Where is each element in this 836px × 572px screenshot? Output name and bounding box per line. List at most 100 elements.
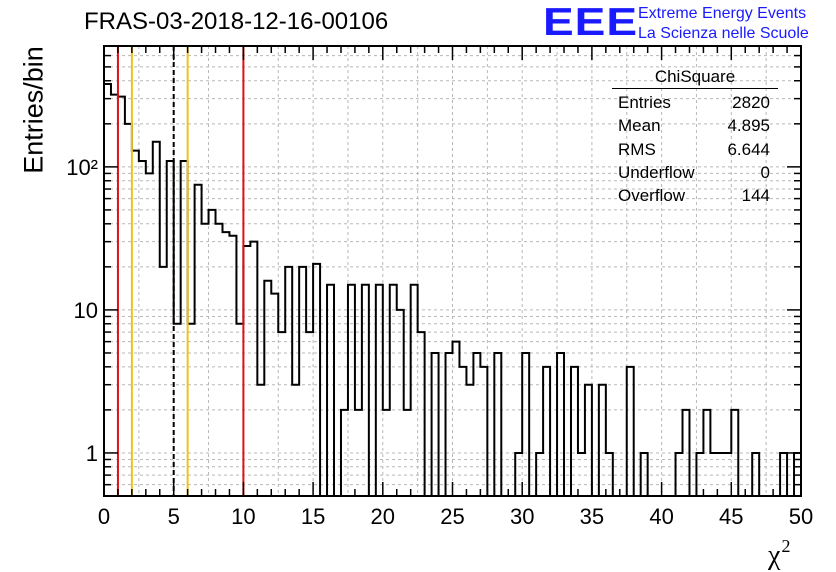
- histogram-bin: [167, 161, 174, 496]
- histogram-bin: [125, 124, 132, 496]
- histogram-bin: [229, 236, 236, 496]
- y-tick-label: 1: [86, 441, 98, 466]
- histogram-bin: [390, 285, 397, 496]
- histogram-bin: [627, 367, 634, 496]
- histogram-bin: [202, 224, 209, 496]
- stats-value: 6.644: [727, 139, 770, 159]
- histogram-bin: [522, 353, 529, 496]
- logo-line-2: La Scienza nelle Scuole: [638, 25, 809, 42]
- histogram-bin: [327, 285, 334, 496]
- histogram-bin: [118, 97, 125, 496]
- histogram-bin: [146, 173, 153, 496]
- histogram-bin: [466, 385, 473, 496]
- x-tick-label: 30: [510, 504, 534, 529]
- histogram-bin: [250, 242, 257, 496]
- histogram-bin: [216, 224, 223, 496]
- stats-label: Mean: [618, 116, 661, 136]
- stats-label: RMS: [618, 139, 656, 159]
- histogram-bin: [299, 267, 306, 496]
- x-tick-label: 0: [98, 504, 110, 529]
- y-axis-label: Entries/bin: [18, 46, 49, 174]
- histogram-bin: [418, 332, 425, 496]
- histogram-bin: [543, 367, 550, 496]
- histogram-bin: [515, 453, 522, 496]
- histogram-bin: [752, 453, 759, 496]
- histogram-bin: [683, 410, 690, 496]
- stats-label: Underflow: [618, 162, 695, 182]
- histogram-bin: [222, 232, 229, 496]
- x-tick-label: 40: [649, 504, 673, 529]
- histogram-bin: [578, 453, 585, 496]
- histogram-bin: [446, 353, 453, 496]
- histogram-bin: [480, 367, 487, 496]
- x-tick-label: 45: [719, 504, 743, 529]
- histogram-bin: [473, 353, 480, 496]
- histogram-bin: [411, 285, 418, 496]
- histogram-bin: [181, 161, 188, 496]
- histogram-bin: [111, 95, 118, 496]
- histogram-bin: [432, 353, 439, 496]
- stats-label: Overflow: [618, 186, 686, 206]
- stats-row-rms: RMS 6.644: [612, 138, 778, 161]
- histogram-bin: [313, 264, 320, 496]
- histogram-bin: [459, 367, 466, 496]
- logo-mark: EEE: [543, 0, 639, 44]
- stats-title: ChiSquare: [612, 66, 778, 89]
- histogram-bin: [703, 410, 710, 496]
- histogram-bin: [453, 342, 460, 496]
- logo-line-1: Extreme Energy Events: [638, 5, 807, 22]
- x-axis-label-superscript: 2: [781, 536, 791, 556]
- y-tick-label: 10: [74, 298, 98, 323]
- histogram-bin: [355, 410, 362, 496]
- histogram-bin: [571, 367, 578, 496]
- x-tick-label: 5: [168, 504, 180, 529]
- histogram-bin: [376, 285, 383, 496]
- histogram-bin: [243, 246, 250, 496]
- histogram-bin: [188, 324, 195, 496]
- histogram-bin: [536, 453, 543, 496]
- axes-frame: [103, 45, 802, 497]
- stats-box: ChiSquare Entries 2820 Mean 4.895 RMS 6.…: [612, 66, 778, 207]
- histogram-bin: [557, 353, 564, 496]
- x-tick-label: 35: [580, 504, 604, 529]
- histogram-bin: [160, 267, 167, 496]
- tick-labels: 0 5 10 15 20 25 30 35 40 45 50 1 10 10²: [66, 155, 813, 529]
- histogram-bin: [780, 453, 787, 496]
- histogram-bin: [195, 185, 202, 496]
- histogram-bin: [209, 210, 216, 496]
- x-tick-label: 20: [371, 504, 395, 529]
- histogram-bin: [606, 453, 613, 496]
- histogram-bin: [257, 385, 264, 496]
- histogram-bin: [341, 410, 348, 496]
- histogram-bin: [676, 453, 683, 496]
- reference-lines: [116, 46, 245, 496]
- histogram-bin: [641, 453, 648, 496]
- histogram-bin: [717, 453, 724, 496]
- histogram-bin: [292, 385, 299, 496]
- histogram-bin: [696, 453, 703, 496]
- stats-row-mean: Mean 4.895: [612, 114, 778, 137]
- histogram-bin: [731, 410, 738, 496]
- histogram-bin: [306, 332, 313, 496]
- histogram-bin: [397, 310, 404, 496]
- stats-row-overflow: Overflow 144: [612, 184, 778, 207]
- y-tick-label: 10²: [66, 155, 98, 180]
- histogram-bin: [104, 84, 111, 496]
- histogram-bin: [174, 324, 181, 496]
- histogram-bin: [362, 285, 369, 496]
- stats-value: 2820: [732, 93, 770, 112]
- x-tick-label: 10: [231, 504, 255, 529]
- histogram-outline: [103, 82, 802, 497]
- histogram-bin: [348, 285, 355, 496]
- histogram-bin: [383, 410, 390, 496]
- stats-row-underflow: Underflow 0: [612, 161, 778, 184]
- histogram-bin: [271, 294, 278, 496]
- stats-row-entries: Entries 2820: [612, 91, 778, 114]
- histogram-bin: [710, 453, 717, 496]
- histogram-bin: [236, 324, 243, 496]
- histogram-bin: [132, 151, 139, 496]
- histogram-bin: [264, 281, 271, 496]
- histogram-bin: [153, 142, 160, 496]
- histogram-bin: [278, 332, 285, 496]
- histogram-bin: [599, 385, 606, 496]
